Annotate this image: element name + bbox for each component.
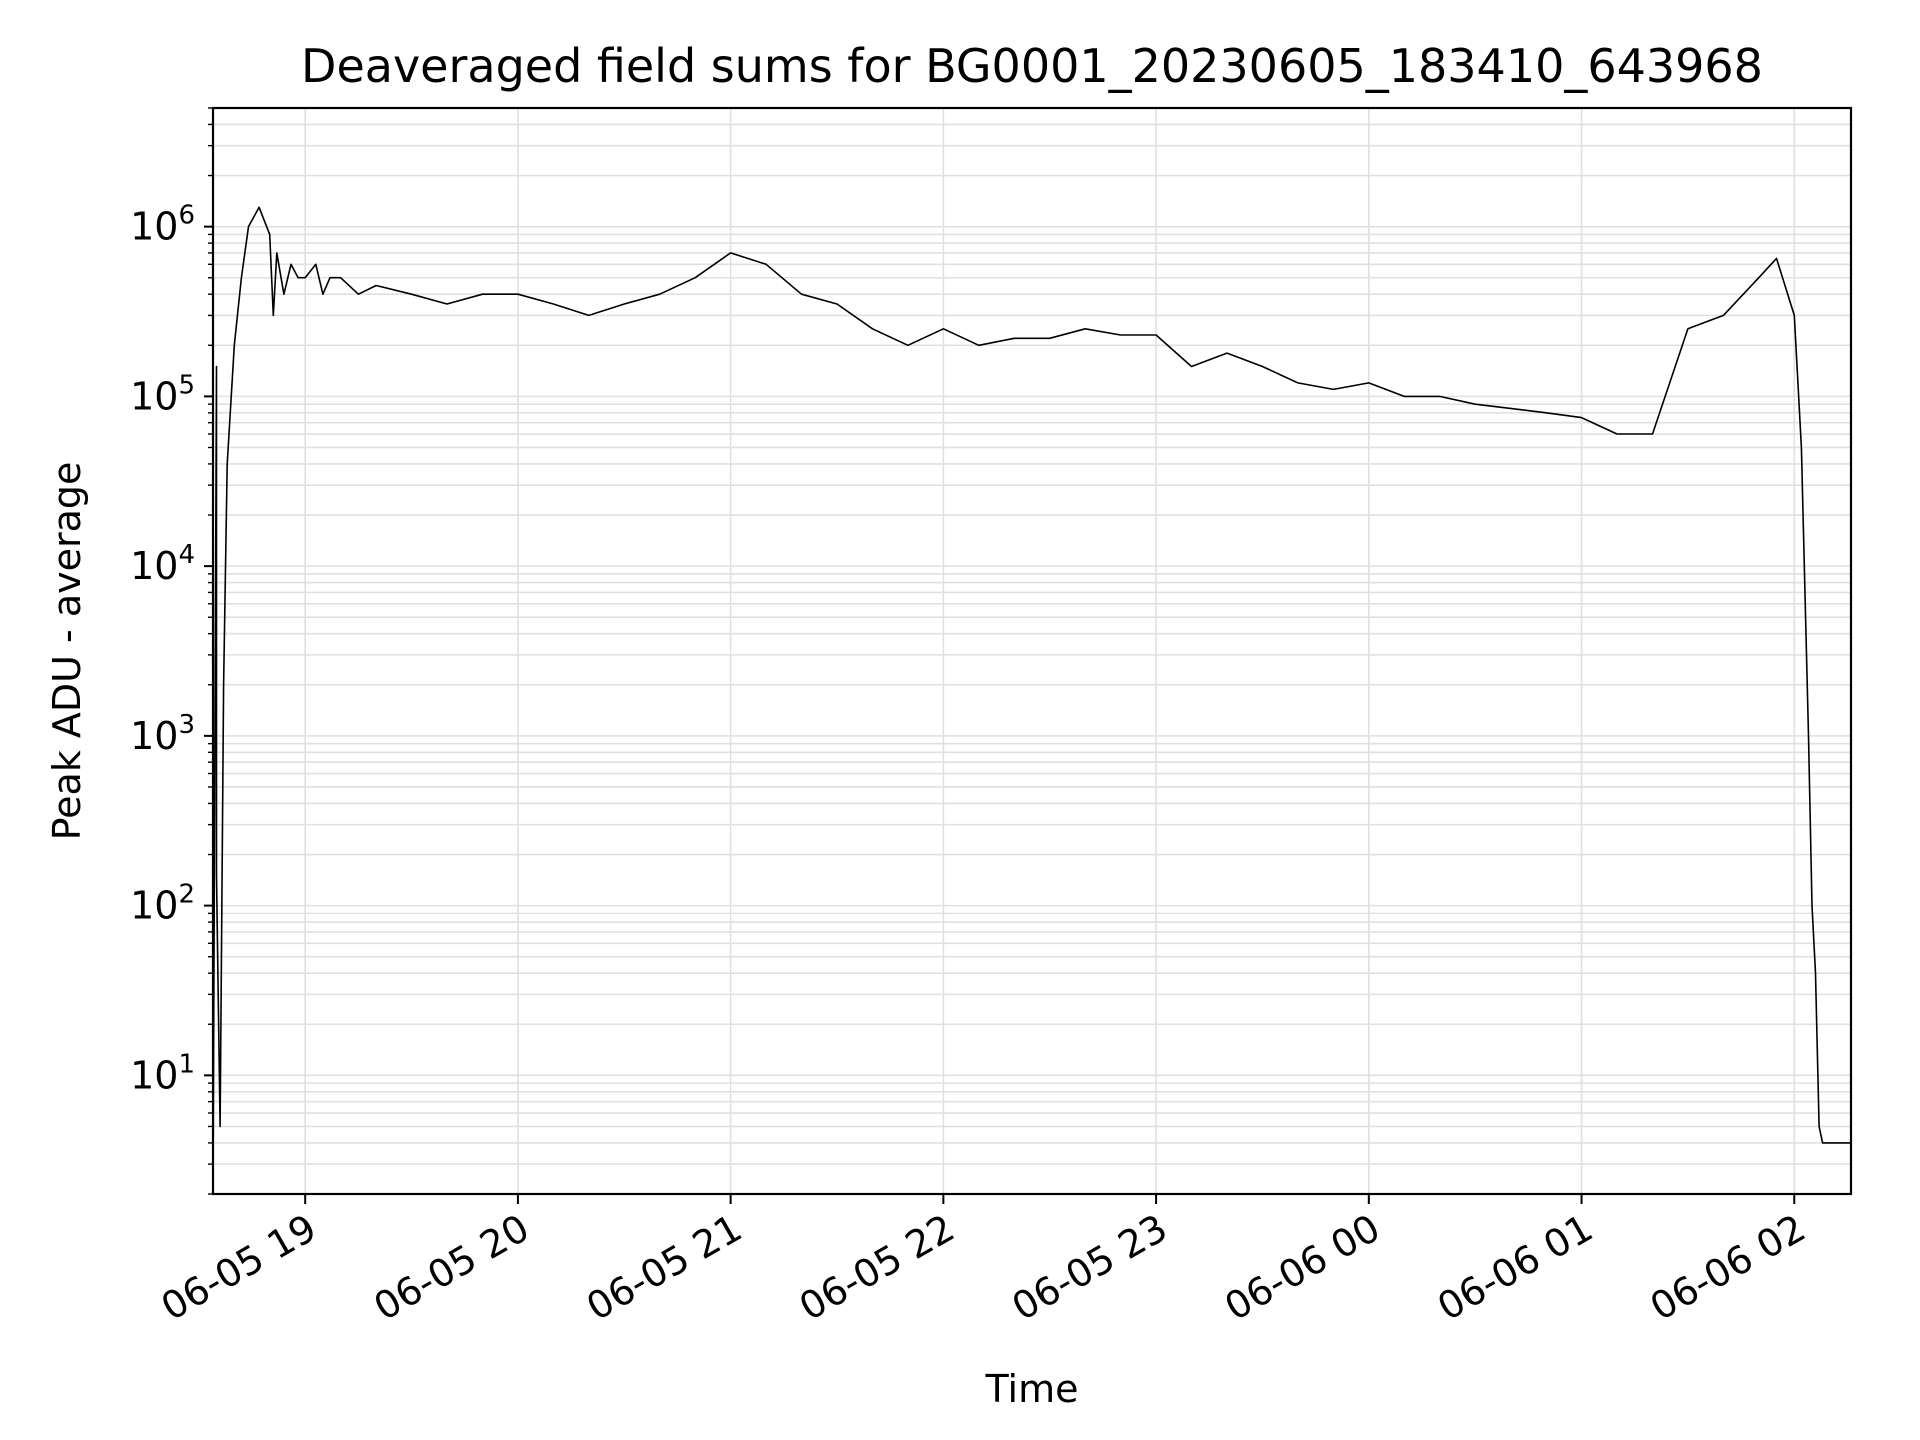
- chart-title: Deaveraged field sums for BG0001_2023060…: [301, 39, 1763, 93]
- y-axis-label: Peak ADU - average: [45, 462, 89, 841]
- plot-area-frame: [211, 106, 1853, 1196]
- y-tick-exponent: 2: [178, 880, 195, 910]
- y-tick-base: 10: [130, 884, 178, 928]
- y-tick-label: 105: [130, 370, 195, 418]
- x-axis-label: Time: [985, 1367, 1079, 1411]
- y-tick-label: 101: [130, 1049, 195, 1097]
- series-line: [212, 206, 1851, 1195]
- y-tick-label: 106: [130, 201, 195, 249]
- series-layer: [212, 206, 1851, 1195]
- y-tick-exponent: 3: [178, 710, 195, 740]
- y-tick-base: 10: [130, 1053, 178, 1097]
- y-tick-exponent: 1: [178, 1049, 195, 1079]
- y-tick-base: 10: [130, 205, 178, 249]
- y-tick-exponent: 6: [178, 201, 195, 231]
- y-tick-label: 103: [130, 710, 195, 758]
- y-tick-base: 10: [130, 714, 178, 758]
- y-tick-label: 102: [130, 880, 195, 928]
- y-tick-label: 104: [130, 540, 195, 588]
- y-tick-exponent: 5: [178, 370, 195, 400]
- y-tick-exponent: 4: [178, 540, 195, 570]
- y-tick-base: 10: [130, 374, 178, 418]
- y-tick-base: 10: [130, 544, 178, 588]
